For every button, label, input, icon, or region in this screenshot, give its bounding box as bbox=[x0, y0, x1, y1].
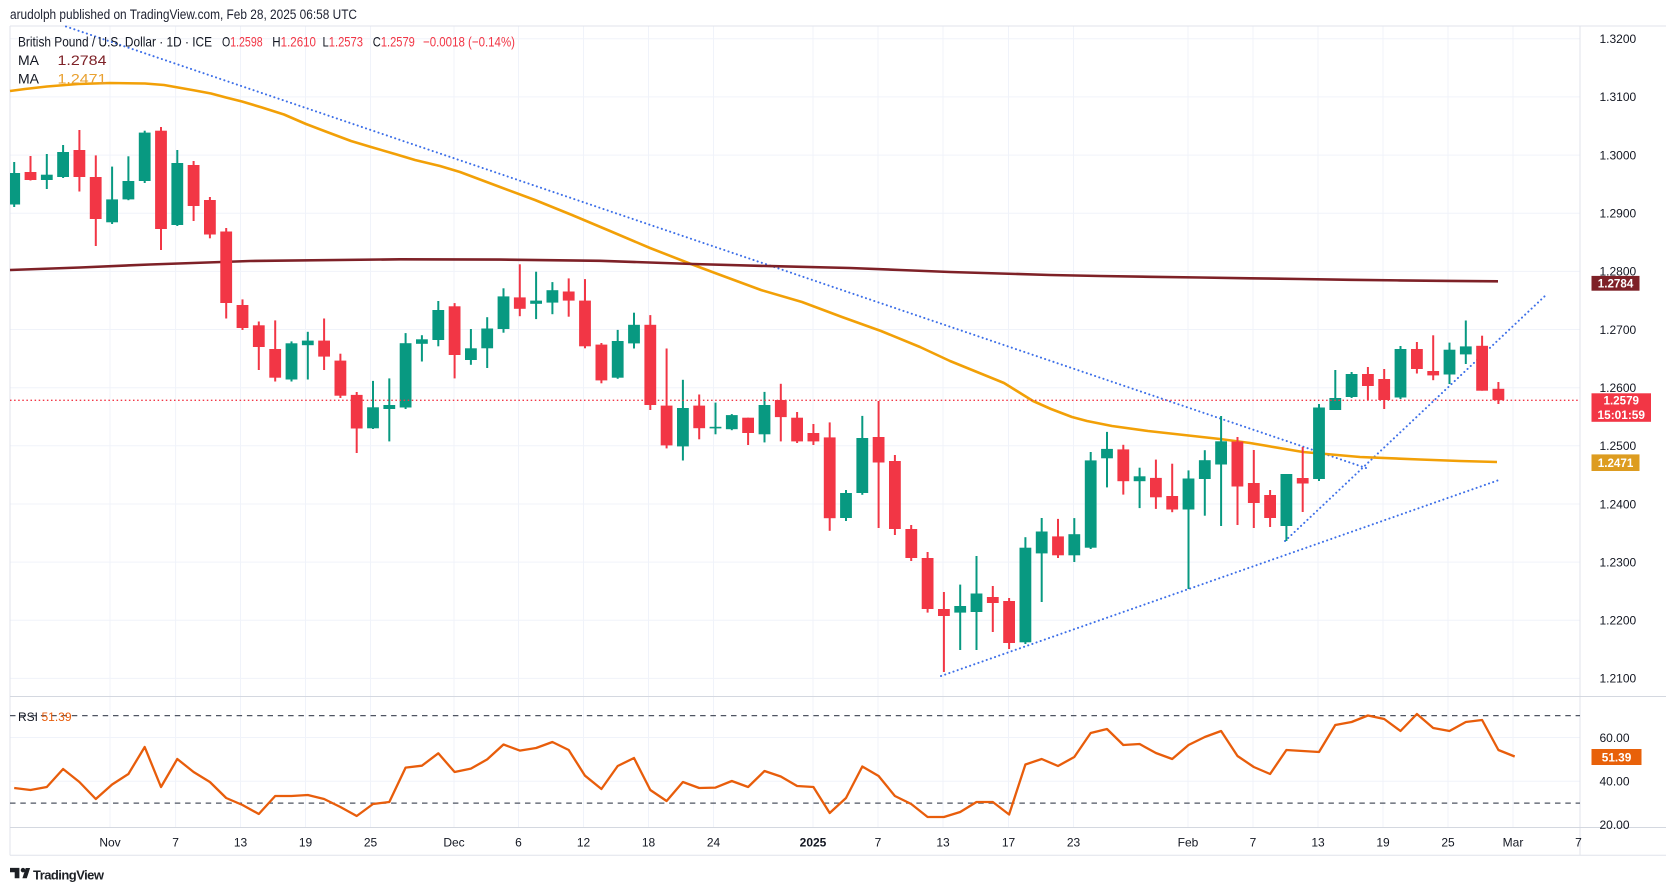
svg-text:13: 13 bbox=[936, 835, 950, 849]
svg-text:1.2200: 1.2200 bbox=[1600, 614, 1637, 628]
svg-text:13: 13 bbox=[234, 835, 248, 849]
svg-text:12: 12 bbox=[577, 835, 591, 849]
svg-text:17: 17 bbox=[1002, 835, 1016, 849]
svg-text:TradingView: TradingView bbox=[33, 868, 105, 883]
svg-text:−0.0018 (−0.14%): −0.0018 (−0.14%) bbox=[423, 33, 515, 49]
svg-text:1.2784: 1.2784 bbox=[58, 52, 107, 68]
svg-text:Nov: Nov bbox=[99, 835, 120, 849]
svg-text:25: 25 bbox=[1441, 835, 1455, 849]
svg-text:7: 7 bbox=[172, 835, 179, 849]
svg-text:RSI: RSI bbox=[18, 710, 38, 724]
svg-text:7: 7 bbox=[1250, 835, 1257, 849]
svg-text:20.00: 20.00 bbox=[1600, 818, 1630, 832]
svg-text:7: 7 bbox=[1575, 835, 1582, 849]
svg-text:7: 7 bbox=[875, 835, 882, 849]
svg-text:1.2400: 1.2400 bbox=[1600, 497, 1637, 511]
svg-text:2025: 2025 bbox=[800, 835, 827, 849]
svg-text:1.2800: 1.2800 bbox=[1600, 265, 1637, 279]
svg-text:Dec: Dec bbox=[443, 835, 464, 849]
svg-text:1.2600: 1.2600 bbox=[1600, 381, 1637, 395]
svg-text:51.39: 51.39 bbox=[42, 710, 72, 724]
svg-text:Mar: Mar bbox=[1503, 835, 1524, 849]
svg-text:1.2300: 1.2300 bbox=[1600, 555, 1637, 569]
svg-text:1.3000: 1.3000 bbox=[1600, 148, 1637, 162]
svg-text:MA: MA bbox=[18, 52, 40, 68]
svg-text:MA: MA bbox=[18, 71, 40, 87]
svg-text:60.00: 60.00 bbox=[1600, 731, 1630, 745]
svg-text:23: 23 bbox=[1067, 835, 1081, 849]
svg-text:L1.2573: L1.2573 bbox=[323, 33, 364, 49]
svg-text:19: 19 bbox=[299, 835, 313, 849]
svg-text:H1.2610: H1.2610 bbox=[272, 33, 316, 49]
svg-text:1.2100: 1.2100 bbox=[1600, 672, 1637, 686]
svg-text:British Pound / U.S. Dollar ·: British Pound / U.S. Dollar · 1D · ICE bbox=[18, 33, 212, 49]
svg-text:19: 19 bbox=[1376, 835, 1390, 849]
svg-text:1.3200: 1.3200 bbox=[1600, 32, 1637, 46]
svg-text:arudolph published on TradingV: arudolph published on TradingView.com, F… bbox=[10, 7, 357, 22]
svg-text:1.2784: 1.2784 bbox=[1598, 277, 1634, 291]
svg-text:1.3100: 1.3100 bbox=[1600, 90, 1637, 104]
svg-text:1.2700: 1.2700 bbox=[1600, 323, 1637, 337]
svg-text:1.2500: 1.2500 bbox=[1600, 439, 1637, 453]
svg-text:O1.2598: O1.2598 bbox=[222, 33, 263, 49]
svg-text:13: 13 bbox=[1311, 835, 1325, 849]
svg-text:25: 25 bbox=[364, 835, 378, 849]
svg-text:1.2471: 1.2471 bbox=[58, 71, 107, 87]
svg-text:15:01:59: 15:01:59 bbox=[1598, 408, 1646, 422]
svg-text:C1.2579: C1.2579 bbox=[373, 33, 415, 49]
svg-text:1.2900: 1.2900 bbox=[1600, 207, 1637, 221]
svg-text:18: 18 bbox=[642, 835, 656, 849]
svg-text:40.00: 40.00 bbox=[1600, 775, 1630, 789]
svg-text:24: 24 bbox=[707, 835, 721, 849]
svg-text:Feb: Feb bbox=[1178, 835, 1199, 849]
svg-text:51.39: 51.39 bbox=[1602, 750, 1632, 764]
svg-text:6: 6 bbox=[515, 835, 522, 849]
svg-text:1.2579: 1.2579 bbox=[1604, 394, 1640, 408]
svg-text:1.2471: 1.2471 bbox=[1598, 456, 1634, 470]
